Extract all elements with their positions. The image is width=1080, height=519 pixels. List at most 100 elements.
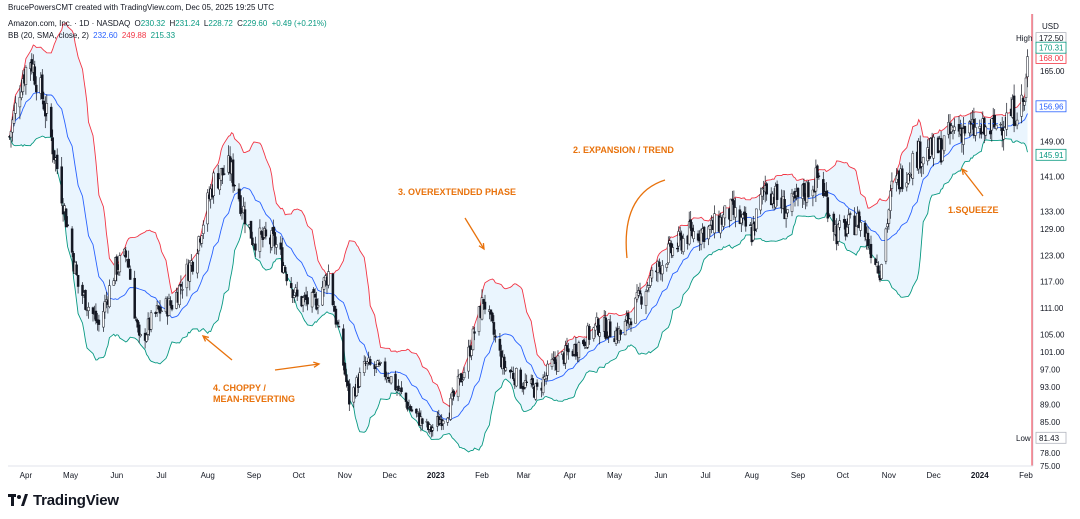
candle — [634, 297, 637, 324]
symbol-legend[interactable]: Amazon.com, Inc. · 1D · NASDAQ O230.32 H… — [8, 19, 327, 28]
candle — [677, 226, 680, 252]
candle — [498, 333, 502, 357]
candle — [775, 180, 779, 207]
candle — [270, 227, 274, 251]
candle — [854, 225, 858, 236]
candle — [877, 261, 880, 278]
candle — [337, 319, 341, 328]
candle — [1015, 112, 1019, 130]
candle — [886, 218, 889, 233]
candle — [535, 379, 539, 391]
candle — [1005, 102, 1008, 137]
price-tick: 141.00 — [1040, 172, 1065, 181]
candle — [64, 208, 68, 228]
candle — [640, 293, 643, 309]
candle — [649, 270, 652, 288]
time-axis[interactable]: Apr May Jun Jul Aug Sep Oct Nov Dec 2023 Feb Mar Apr… — [8, 465, 1033, 480]
candle — [647, 284, 651, 293]
ohlc-high-label: H — [169, 19, 176, 28]
candle — [866, 226, 870, 250]
candle — [650, 266, 654, 283]
candle — [383, 357, 387, 381]
candle — [273, 226, 277, 255]
candle — [962, 117, 965, 155]
candle — [504, 360, 508, 372]
time-tick: Dec — [382, 471, 396, 480]
candle — [887, 208, 891, 230]
candle — [598, 324, 601, 345]
candle — [567, 342, 570, 360]
candle — [826, 190, 830, 223]
candle — [740, 211, 743, 232]
candle — [594, 323, 597, 338]
candle — [749, 222, 752, 226]
candle — [321, 281, 324, 306]
candle — [550, 353, 554, 370]
indicator-legend[interactable]: BB (20, SMA, close, 2) 232.60 249.88 215… — [8, 31, 175, 40]
candle — [264, 221, 268, 240]
candle — [41, 69, 44, 105]
candle — [60, 157, 63, 206]
candle — [619, 329, 622, 341]
ohlc-open-label: O — [134, 19, 141, 28]
candle — [87, 302, 90, 319]
candle — [588, 323, 591, 345]
candle — [397, 379, 400, 392]
candle — [796, 187, 800, 207]
svg-text:117.00: 117.00 — [1040, 278, 1064, 287]
candle — [574, 337, 578, 360]
ohlc-high-value: 231.24 — [175, 19, 200, 28]
candle — [817, 172, 821, 180]
price-tick: 133.00 — [1040, 208, 1065, 217]
candle — [70, 226, 74, 258]
price-tick: 149.00 — [1040, 137, 1065, 146]
svg-text:78.00: 78.00 — [1040, 449, 1061, 458]
candle — [327, 264, 330, 289]
candle — [503, 354, 506, 375]
candle — [907, 173, 910, 185]
candle — [149, 310, 153, 333]
price-tag: 145.91 — [1035, 148, 1067, 161]
candle — [449, 393, 452, 421]
price-tag-value: 81.43 — [1039, 434, 1060, 443]
price-axis[interactable]: USD High 172.50 168.00 165.00 156.96 149.00 141… — [1016, 14, 1067, 471]
svg-text:149.00: 149.00 — [1040, 137, 1065, 146]
candle — [75, 261, 78, 276]
candle — [920, 161, 923, 177]
candle — [626, 310, 630, 330]
candle — [994, 124, 998, 131]
price-tag-value: 156.96 — [1039, 102, 1064, 111]
candle — [425, 418, 429, 428]
candle — [993, 109, 996, 129]
time-tick: Mar — [517, 471, 531, 480]
svg-text:165.00: 165.00 — [1040, 67, 1065, 76]
candle — [49, 103, 53, 141]
price-tag-value: 170.31 — [1039, 44, 1064, 53]
candle — [874, 257, 877, 266]
price-tick: 165.00 — [1040, 67, 1065, 76]
candle — [386, 372, 390, 383]
tradingview-logo[interactable]: TradingView — [8, 489, 119, 511]
candle — [731, 190, 734, 205]
candle — [188, 260, 192, 291]
svg-text:133.00: 133.00 — [1040, 208, 1065, 217]
candle — [170, 300, 174, 312]
candle — [546, 360, 549, 381]
candle — [133, 270, 136, 319]
candle — [483, 294, 487, 315]
candle — [968, 120, 971, 137]
candle — [222, 165, 226, 176]
candle — [741, 213, 745, 226]
candle — [51, 129, 54, 163]
candle — [118, 252, 122, 276]
ohlc-close-value: 229.60 — [242, 19, 268, 28]
candle — [231, 153, 235, 193]
tradingview-logo-icon — [8, 494, 28, 506]
symbol-name: Amazon.com, Inc. · 1D · NASDAQ — [8, 19, 131, 28]
bb-lower-value: 215.33 — [150, 31, 176, 40]
candle — [181, 281, 184, 299]
price-tag: 170.31 — [1035, 41, 1067, 54]
time-tick: Jul — [156, 471, 166, 480]
price-tick: 93.00 — [1040, 383, 1061, 392]
